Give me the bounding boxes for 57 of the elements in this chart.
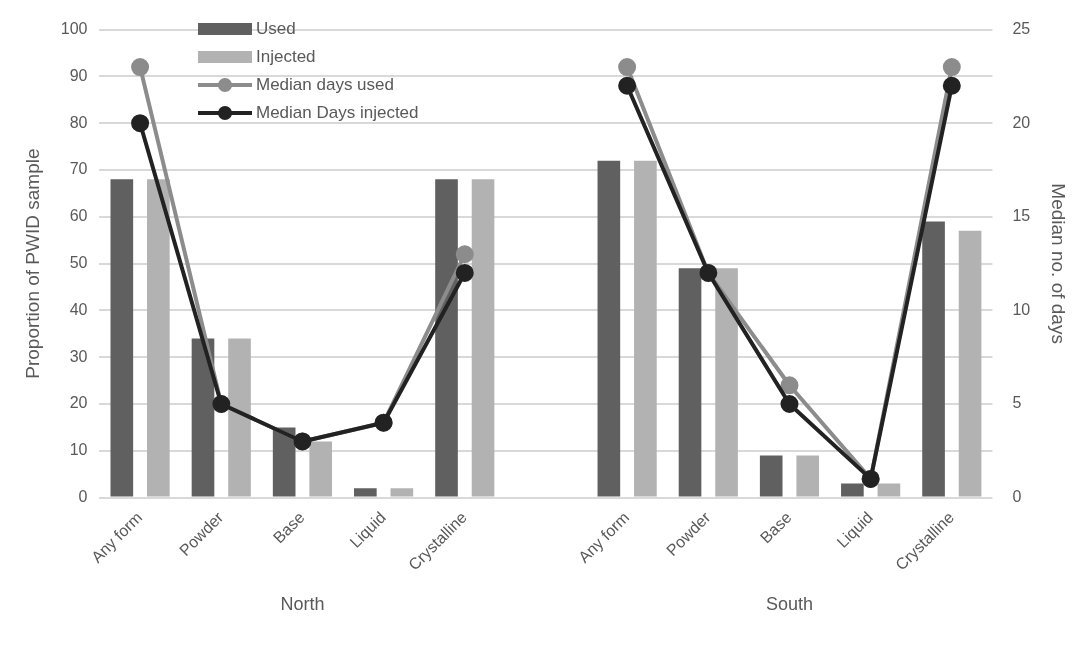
y-tick-label: 80 [69, 113, 88, 131]
bar [841, 483, 864, 497]
point [942, 58, 961, 77]
point [455, 263, 474, 282]
x-tick-label: Any form [88, 508, 146, 566]
y2-tick-label: 20 [1012, 113, 1031, 131]
y-tick-label: 40 [69, 300, 88, 318]
y2-tick-label: 5 [1012, 394, 1022, 412]
y-tick-label: 10 [69, 441, 88, 459]
point [618, 58, 637, 77]
bar [471, 179, 495, 497]
point [942, 76, 961, 95]
legend-label: Median Days injected [256, 103, 419, 123]
point [131, 114, 150, 133]
y-tick-label: 70 [69, 160, 88, 178]
point [618, 76, 637, 95]
point [455, 245, 474, 264]
bar [147, 179, 170, 497]
bar [354, 488, 377, 497]
y-tick-label: 90 [69, 66, 88, 84]
point [780, 376, 799, 395]
x-tick-label: Any form [575, 508, 633, 566]
legend-label: Median days used [256, 75, 394, 95]
bar [678, 268, 702, 497]
bar [796, 455, 820, 497]
y2-tick-label: 25 [1012, 20, 1031, 38]
bar [958, 230, 982, 497]
text: South [765, 594, 813, 614]
bar [309, 441, 333, 497]
text: North [280, 594, 325, 614]
bar [390, 488, 414, 497]
y2-tick-label: 10 [1012, 300, 1031, 318]
y-tick-label: 0 [78, 488, 88, 506]
bar [922, 221, 945, 497]
y-axis-title: Proportion of PWID sample [21, 148, 43, 379]
bar [228, 338, 251, 497]
bar [634, 160, 657, 497]
y2-axis-title: Median no. of days [1048, 183, 1070, 344]
bar [435, 179, 458, 497]
legend-label: Injected [256, 47, 316, 67]
y-tick-label: 20 [69, 394, 88, 412]
bar [759, 455, 783, 497]
bar [272, 427, 296, 497]
y2-tick-label: 15 [1012, 207, 1031, 225]
y-tick-label: 60 [69, 207, 88, 225]
bar [715, 268, 738, 497]
point [131, 58, 150, 77]
bar [191, 338, 215, 497]
y2-tick-label: 0 [1012, 488, 1022, 506]
y-tick-label: 100 [60, 20, 88, 38]
bar [877, 483, 901, 497]
bar [110, 179, 134, 497]
legend-label: Used [256, 19, 296, 39]
y-tick-label: 50 [69, 254, 88, 272]
bar [597, 160, 621, 497]
y-tick-label: 30 [69, 347, 88, 365]
point [780, 395, 799, 414]
